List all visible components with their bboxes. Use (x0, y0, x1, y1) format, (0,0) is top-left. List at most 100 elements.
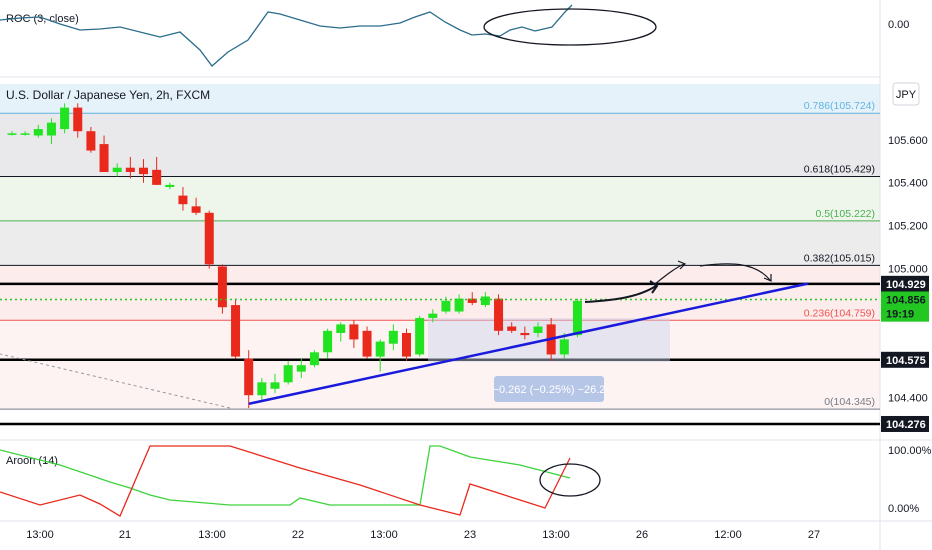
candle-body (388, 330, 398, 344)
candle-body (296, 365, 306, 372)
fib-label: 0(104.345) (824, 396, 875, 408)
candle-body (99, 144, 109, 172)
candle-body (217, 266, 227, 308)
candle-body (362, 330, 372, 357)
x-tick-label: 13:00 (198, 529, 226, 541)
curved-arrow-3 (699, 263, 771, 281)
candle-body (507, 326, 517, 331)
fib-bands (0, 84, 880, 410)
candle-body (244, 358, 254, 396)
x-tick-label: 13:00 (370, 529, 398, 541)
y-tick-label: 105.400 (888, 178, 928, 190)
price-badge-label: 19:19 (886, 309, 914, 321)
fib-lines: 0.786(105.724) 0.618(105.429) 0.5(105.222)… (0, 100, 880, 410)
x-tick-label: 13:00 (26, 529, 54, 541)
candle-body (402, 332, 411, 357)
x-axis-ticks: 13:00 21 13:00 22 13:00 23 13:00 26 12:00 27 (26, 529, 820, 541)
candle-body (494, 298, 504, 331)
candle-body (270, 382, 280, 389)
horizontal-lines (0, 282, 880, 426)
candle-body (139, 167, 148, 175)
candle-body (467, 298, 477, 303)
candle-body (257, 382, 267, 396)
price-badges: 104.929 104.856 19:19 104.575 104.276 (881, 275, 929, 432)
y-tick-label: 104.400 (888, 392, 928, 404)
fib-band (0, 220, 880, 266)
candles (7, 103, 582, 409)
trend-line (248, 282, 809, 406)
candle-body (112, 167, 122, 172)
fib-band (0, 176, 880, 221)
price-badge (881, 291, 929, 308)
arrow-head-2 (677, 260, 687, 270)
fib-label: 0.786(105.724) (804, 100, 875, 112)
fib-label: 0.236(104.759) (804, 307, 875, 319)
price-badge-label: 104.276 (886, 419, 926, 431)
roc-line (0, 4, 573, 67)
curved-arrow (584, 285, 657, 303)
x-tick-label: 13:00 (542, 529, 570, 541)
y-axis-ticks: 105.600 105.400 105.200 105.000 104.400 (888, 135, 928, 405)
x-tick-label: 21 (119, 529, 131, 541)
fib-band (0, 84, 880, 114)
roc-value-label: 0.00 (888, 19, 909, 31)
curved-arrow-2 (654, 263, 685, 285)
candle-body (415, 317, 425, 355)
y-tick-label: 105.000 (888, 264, 928, 276)
aroon-down-line (0, 445, 571, 517)
candle-body (336, 324, 346, 333)
currency-button[interactable] (892, 82, 920, 106)
fib-band (0, 113, 880, 177)
aroon-up-line (0, 445, 571, 506)
aroon-tick-0: 0.00% (888, 503, 919, 515)
price-badge (881, 305, 929, 322)
currency-button-label[interactable]: JPY (896, 89, 917, 101)
chart-title: U.S. Dollar / Japanese Yen, 2h, FXCM (6, 88, 210, 102)
y-tick-label: 105.200 (888, 221, 928, 233)
candle-body (441, 300, 451, 312)
candle-body (191, 206, 201, 213)
candle-body (20, 133, 30, 135)
price-badge-label: 104.856 (886, 294, 926, 306)
candle-body (520, 332, 530, 336)
fib-label: 0.618(105.429) (804, 164, 875, 176)
candle-body (454, 298, 464, 312)
candle-body (559, 339, 569, 355)
roc-ellipse (483, 8, 657, 46)
aroon-label: Aroon (14) (6, 455, 58, 467)
price-badge (881, 415, 929, 432)
candle-body (204, 212, 214, 265)
arrow-head-3 (763, 274, 772, 282)
fib-label: 0.382(105.015) (804, 252, 875, 264)
x-tick-label: 12:00 (714, 529, 742, 541)
fib-band (0, 320, 880, 410)
price-badge-label: 104.575 (886, 355, 926, 367)
candle-body (480, 296, 490, 306)
candle-body (349, 324, 359, 340)
candle-body (73, 107, 83, 132)
x-tick-label: 27 (808, 529, 820, 541)
candle-body (309, 352, 319, 366)
price-badge (881, 275, 929, 292)
price-badge-label: 104.929 (886, 279, 926, 291)
candle-body (86, 131, 96, 151)
candle-body (60, 107, 70, 130)
candle-body (428, 313, 438, 318)
x-tick-label: 23 (464, 529, 476, 541)
fib-band (0, 265, 880, 321)
candle-body (572, 300, 582, 336)
x-tick-label: 22 (292, 529, 304, 541)
y-tick-label: 105.600 (888, 135, 928, 147)
arrow-head (649, 280, 659, 294)
aroon-ellipse (539, 463, 601, 497)
measure-label-bg (494, 376, 604, 402)
candle-body (7, 133, 17, 135)
aroon-tick-100: 100.00% (888, 445, 932, 457)
candle-body (231, 305, 241, 357)
measure-label: −0.262 (−0.25%) −26.2 (493, 384, 606, 396)
candle-body (178, 195, 188, 205)
candle-body (533, 326, 543, 333)
candle-body (165, 184, 175, 188)
candle-body (125, 167, 135, 172)
